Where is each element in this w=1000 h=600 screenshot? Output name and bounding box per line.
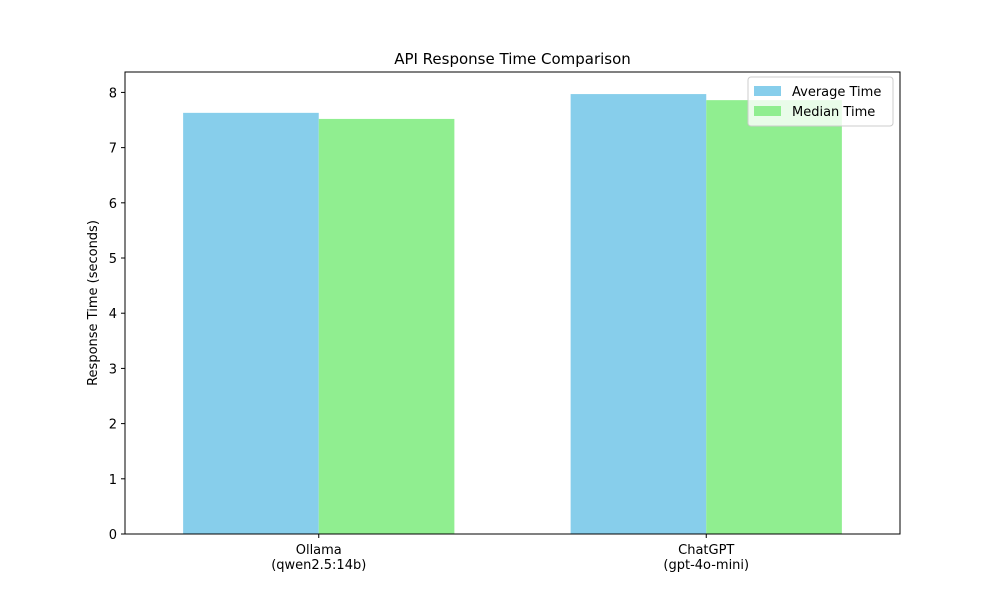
legend-swatch-average-time (754, 86, 781, 96)
x-tick-label: ChatGPT (678, 543, 734, 558)
y-tick-label: 1 (109, 473, 117, 488)
x-tick-label: (gpt-4o-mini) (663, 558, 749, 573)
legend-label-average-time: Average Time (792, 85, 881, 100)
bar-median-time (706, 100, 842, 534)
y-tick-label: 5 (109, 252, 117, 267)
legend-box (747, 76, 894, 127)
x-tick-label: (qwen2.5:14b) (271, 558, 366, 573)
y-tick-label: 8 (109, 86, 117, 101)
y-tick-label: 6 (109, 197, 117, 212)
y-tick-label: 0 (109, 528, 117, 543)
plot-frame (124, 71, 901, 535)
y-axis-label: Response Time (seconds) (86, 220, 101, 386)
legend: Average Time Median Time (747, 76, 894, 127)
legend-swatch-median-time (754, 106, 781, 116)
y-tick-label: 2 (109, 418, 117, 433)
bars-layer (183, 94, 842, 534)
y-tick-label: 7 (109, 142, 117, 157)
chart-title: API Response Time Comparison (394, 50, 631, 68)
x-tick-label: Ollama (296, 543, 342, 558)
y-tick-label: 3 (109, 362, 117, 377)
bar-average-time (570, 94, 707, 534)
legend-label-median-time: Median Time (792, 105, 875, 120)
bar-median-time (318, 118, 455, 534)
bar-average-time (183, 112, 319, 534)
y-axis: 0 1 2 3 4 5 6 7 8 (109, 86, 125, 543)
y-tick-label: 4 (109, 307, 117, 322)
x-axis: Ollama(qwen2.5:14b) ChatGPT(gpt-4o-mini) (271, 534, 749, 573)
